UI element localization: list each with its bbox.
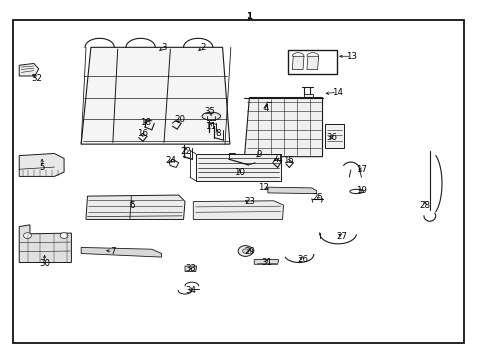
- Text: 6: 6: [129, 201, 135, 210]
- Text: 32: 32: [32, 75, 42, 84]
- Text: 30: 30: [39, 259, 50, 268]
- Polygon shape: [19, 153, 64, 176]
- Bar: [325, 125, 344, 148]
- Polygon shape: [86, 195, 184, 220]
- Text: 15: 15: [282, 156, 293, 165]
- Polygon shape: [254, 260, 278, 264]
- Text: 1: 1: [246, 12, 252, 21]
- Text: 4: 4: [263, 104, 268, 113]
- Text: 19: 19: [355, 186, 366, 195]
- Text: 28: 28: [419, 201, 429, 210]
- Polygon shape: [306, 56, 318, 69]
- Text: 29: 29: [244, 247, 254, 256]
- Text: 25: 25: [311, 193, 323, 202]
- Text: 36: 36: [326, 133, 337, 142]
- Text: 34: 34: [185, 286, 196, 295]
- Text: 20: 20: [174, 114, 185, 123]
- Text: 9: 9: [256, 150, 261, 159]
- Text: 13: 13: [346, 52, 357, 61]
- Text: 3: 3: [161, 43, 166, 52]
- Bar: [304, 94, 312, 98]
- Text: 11: 11: [204, 122, 215, 131]
- Text: 33: 33: [185, 265, 196, 274]
- Circle shape: [23, 233, 31, 238]
- Text: 5: 5: [40, 163, 45, 172]
- Bar: [195, 154, 281, 181]
- Polygon shape: [19, 63, 39, 76]
- Ellipse shape: [202, 112, 220, 120]
- Polygon shape: [267, 187, 316, 194]
- Bar: [288, 50, 336, 74]
- Text: 31: 31: [261, 258, 271, 267]
- Text: 26: 26: [297, 255, 308, 264]
- Text: 17: 17: [355, 165, 366, 174]
- Text: 2: 2: [200, 43, 205, 52]
- Polygon shape: [81, 247, 161, 257]
- Circle shape: [238, 246, 252, 256]
- Polygon shape: [244, 98, 322, 157]
- Text: 24: 24: [164, 156, 176, 165]
- Polygon shape: [193, 201, 283, 220]
- Circle shape: [60, 233, 68, 238]
- Text: 22: 22: [180, 147, 191, 156]
- Text: 14: 14: [331, 87, 342, 96]
- Text: 23: 23: [244, 197, 254, 206]
- Text: 16: 16: [136, 129, 147, 138]
- Text: 35: 35: [204, 107, 215, 116]
- Polygon shape: [19, 225, 71, 262]
- Text: 18: 18: [140, 118, 151, 127]
- Circle shape: [263, 107, 268, 112]
- Text: 21: 21: [272, 154, 283, 163]
- Text: 12: 12: [258, 183, 269, 192]
- Polygon shape: [81, 47, 229, 144]
- Text: 27: 27: [336, 232, 347, 241]
- Text: 8: 8: [215, 129, 220, 138]
- Polygon shape: [292, 56, 304, 69]
- Text: 10: 10: [234, 168, 244, 177]
- Polygon shape: [184, 266, 196, 271]
- Text: 7: 7: [110, 247, 115, 256]
- Circle shape: [242, 249, 248, 253]
